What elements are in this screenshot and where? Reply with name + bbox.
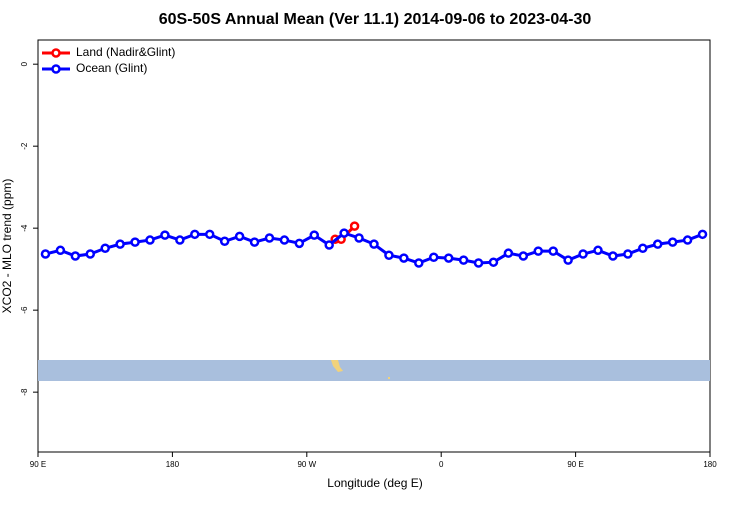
x-tick-label: 180 <box>703 460 717 469</box>
y-tick-label: -4 <box>20 224 29 232</box>
plot-frame <box>37 39 711 453</box>
point <box>563 255 573 265</box>
point <box>443 253 454 263</box>
legend-label: Ocean (Glint) <box>76 61 147 75</box>
point <box>324 240 334 250</box>
land-shape <box>388 377 390 379</box>
point <box>354 233 364 243</box>
point <box>638 243 648 254</box>
point <box>399 253 409 263</box>
point <box>458 255 469 265</box>
point <box>309 230 320 240</box>
point <box>175 235 185 245</box>
point <box>578 249 588 259</box>
point <box>414 258 424 268</box>
point <box>682 235 693 245</box>
point <box>70 251 81 261</box>
point <box>130 237 140 247</box>
y-tick-label: -6 <box>20 306 29 314</box>
legend-marker <box>51 48 61 58</box>
point <box>190 229 200 240</box>
point <box>384 250 394 260</box>
point <box>428 252 439 263</box>
point <box>518 251 529 261</box>
point <box>100 243 110 254</box>
point <box>349 221 360 231</box>
point <box>234 231 245 242</box>
point <box>623 249 633 259</box>
point <box>55 245 66 256</box>
point <box>503 248 514 258</box>
point <box>533 246 544 256</box>
point <box>697 229 708 240</box>
point <box>249 237 260 247</box>
y-tick-label: -8 <box>20 388 29 396</box>
x-tick-label: 90 E <box>567 460 583 469</box>
point <box>593 245 603 256</box>
point <box>652 239 663 249</box>
point <box>279 235 290 245</box>
point <box>160 230 170 240</box>
y-tick-label: -2 <box>20 142 29 150</box>
point <box>85 249 96 259</box>
point <box>145 235 155 245</box>
point <box>339 228 349 238</box>
point <box>294 238 305 249</box>
point <box>219 236 230 247</box>
point <box>115 239 125 249</box>
point <box>204 229 215 240</box>
point <box>608 251 618 261</box>
point <box>473 258 484 268</box>
x-tick-label: 0 <box>439 460 444 469</box>
land-shape <box>331 360 343 372</box>
x-tick-label: 90 E <box>30 460 46 469</box>
point <box>548 246 558 256</box>
point <box>488 257 499 267</box>
point <box>264 233 275 243</box>
x-tick-label: 90 W <box>297 460 316 469</box>
x-axis-label: Longitude (deg E) <box>327 476 422 490</box>
x-tick-label: 180 <box>166 460 180 469</box>
chart-title: 60S-50S Annual Mean (Ver 11.1) 2014-09-0… <box>159 11 592 28</box>
point <box>667 237 678 247</box>
point <box>369 239 379 249</box>
map-strip <box>38 360 710 381</box>
legend-marker <box>51 64 61 74</box>
y-tick-label: 0 <box>20 61 29 66</box>
point <box>40 249 51 259</box>
legend-label: Land (Nadir&Glint) <box>76 45 175 59</box>
y-axis-label: XCO2 - MLO trend (ppm) <box>0 179 14 314</box>
